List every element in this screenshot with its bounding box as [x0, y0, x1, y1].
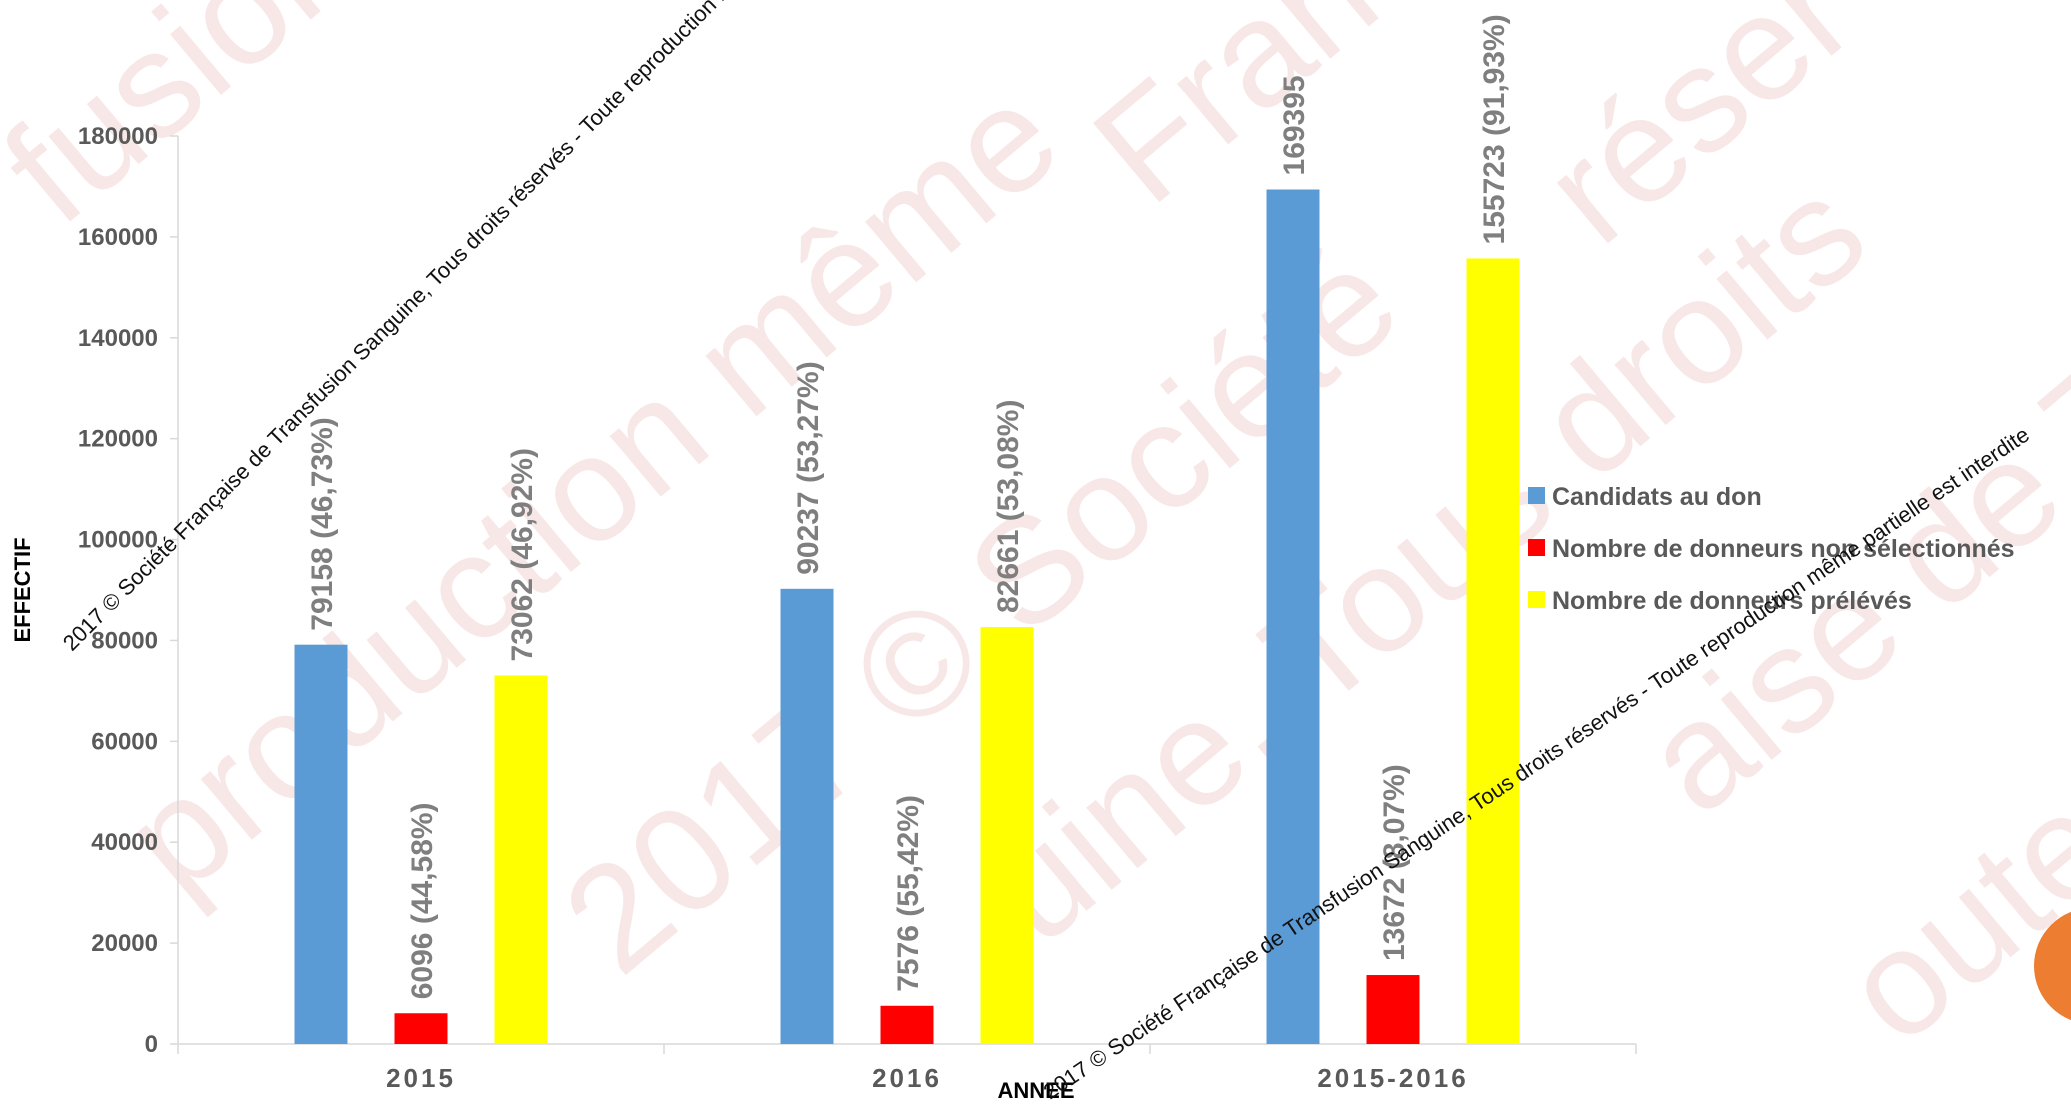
data-label: 6096 (44,58%) [406, 802, 439, 999]
watermark-background-text: Fran [1063, 0, 1407, 235]
y-tick-label: 180000 [78, 123, 158, 150]
legend-swatch [1528, 539, 1545, 556]
x-tick-label: 2015-2016 [1317, 1063, 1468, 1093]
data-label: 73062 (46,92%) [506, 448, 539, 662]
bar [394, 1013, 448, 1044]
legend-label: Nombre de donneurs prélévés [1552, 587, 1912, 615]
y-tick-label: 60000 [91, 728, 158, 755]
bar [494, 675, 548, 1044]
y-axis-title: EFFECTIF [10, 537, 35, 642]
watermark-background-text: fusion S [0, 0, 496, 255]
data-label: 13672 (8,07%) [1378, 764, 1411, 961]
data-label: 7576 (55,42%) [892, 795, 925, 992]
y-tick-label: 160000 [78, 224, 158, 251]
y-tick-label: 40000 [91, 829, 158, 856]
bar [294, 644, 348, 1044]
data-label: 169395 [1278, 75, 1311, 175]
y-tick-label: 80000 [91, 627, 158, 654]
data-label: 82661 (53,08%) [992, 400, 1025, 614]
legend: Candidats au don Nombre de donneurs non s… [1528, 483, 2015, 615]
bar [980, 627, 1034, 1044]
y-tick-label: 120000 [78, 426, 158, 453]
data-label: 155723 (91,93%) [1478, 14, 1511, 244]
bar-layer [294, 189, 1520, 1044]
bar [1466, 258, 1520, 1044]
data-label: 90237 (53,27%) [792, 361, 825, 575]
bar [880, 1005, 934, 1044]
x-tick-label: 2015 [386, 1063, 456, 1093]
bar [780, 588, 834, 1044]
legend-swatch [1528, 487, 1545, 504]
data-label-layer: 79158 (46,73%) 6096 (44,58%) 73062 (46,92%… [306, 14, 1511, 999]
y-tick-label: 0 [145, 1031, 158, 1058]
bar [1266, 189, 1320, 1044]
y-tick-label: 20000 [91, 930, 158, 957]
legend-label: Nombre de donneurs non sélectionnés [1552, 535, 2015, 563]
x-axis-title: ANNEE [997, 1078, 1074, 1101]
legend-swatch [1528, 591, 1545, 608]
x-tick-label: 2016 [872, 1063, 942, 1093]
legend-label: Candidats au don [1552, 483, 1762, 511]
y-tick-label: 140000 [78, 325, 158, 352]
bar [1366, 975, 1420, 1044]
axis-layer: 0 20000 40000 60000 80000 100000 120000 140000 1… [10, 123, 1637, 1103]
decorative-circle [2034, 911, 2071, 1021]
data-label: 79158 (46,73%) [306, 417, 339, 631]
y-tick-label: 100000 [78, 527, 158, 554]
